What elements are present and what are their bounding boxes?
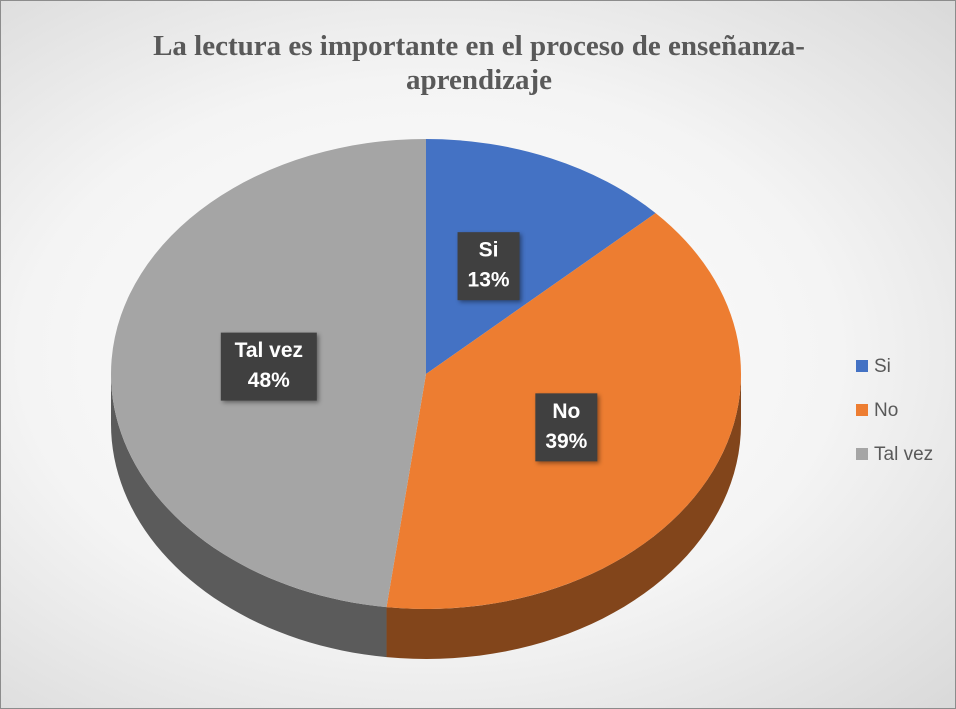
data-label: Si 13% bbox=[457, 232, 520, 301]
chart-title: La lectura es importante en el proceso d… bbox=[153, 30, 805, 96]
data-label-box bbox=[457, 232, 520, 301]
data-label-box bbox=[220, 332, 317, 401]
slice-side bbox=[111, 374, 387, 658]
legend-label: Tal vez bbox=[874, 444, 933, 465]
legend-swatch bbox=[856, 360, 868, 372]
data-label-value: 13% bbox=[468, 269, 510, 292]
slice-side bbox=[386, 374, 741, 659]
data-label-box bbox=[535, 393, 598, 462]
data-label: No 39% bbox=[535, 393, 598, 462]
data-label: Tal vez 48% bbox=[220, 332, 317, 401]
legend-label: Si bbox=[874, 356, 891, 377]
slice bbox=[426, 139, 656, 374]
data-label-category: Si bbox=[479, 239, 499, 262]
legend-swatch bbox=[856, 448, 868, 460]
data-label-value: 39% bbox=[545, 430, 587, 453]
data-label-value: 48% bbox=[248, 369, 290, 392]
data-label-category: No bbox=[552, 400, 580, 423]
legend-swatch bbox=[856, 404, 868, 416]
legend-label: No bbox=[874, 400, 898, 421]
data-label-category: Tal vez bbox=[235, 339, 303, 362]
